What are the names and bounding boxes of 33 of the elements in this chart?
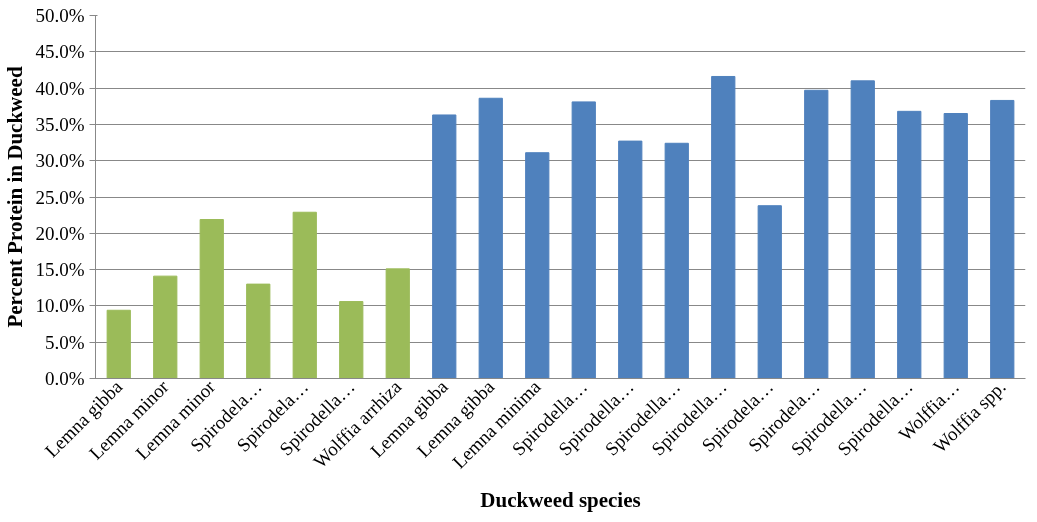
bar [664, 142, 689, 379]
bar [618, 140, 643, 379]
bar [850, 80, 875, 379]
y-tick-label: 25.0% [35, 186, 85, 208]
bar [153, 275, 178, 379]
bar [339, 301, 364, 379]
bar [525, 152, 550, 379]
x-axis-title: Duckweed species [480, 488, 641, 513]
bar [246, 283, 271, 379]
bar [432, 114, 457, 379]
bar [199, 219, 224, 379]
y-tick-label: 15.0% [35, 259, 85, 281]
bar [804, 89, 829, 379]
bar [711, 75, 736, 379]
y-tick-label: 10.0% [35, 295, 85, 317]
y-tick-label: 40.0% [35, 77, 85, 99]
bar [478, 97, 503, 379]
y-tick-label: 45.0% [35, 41, 85, 63]
bar [943, 113, 968, 379]
y-tick-label: 20.0% [35, 222, 85, 244]
bar [897, 110, 922, 379]
bar [571, 101, 596, 379]
bar [385, 268, 410, 379]
y-tick-label: 35.0% [35, 113, 85, 135]
bar [106, 309, 131, 379]
bar [990, 99, 1015, 379]
y-tick-label: 50.0% [35, 5, 85, 26]
y-axis-title: Percent Protein in Duckweed [3, 66, 28, 328]
y-tick-label: 30.0% [35, 150, 85, 172]
bar [292, 211, 317, 379]
y-tick-label: 0.0% [44, 368, 85, 389]
y-tick-label: 5.0% [44, 331, 85, 353]
bar [757, 205, 782, 379]
